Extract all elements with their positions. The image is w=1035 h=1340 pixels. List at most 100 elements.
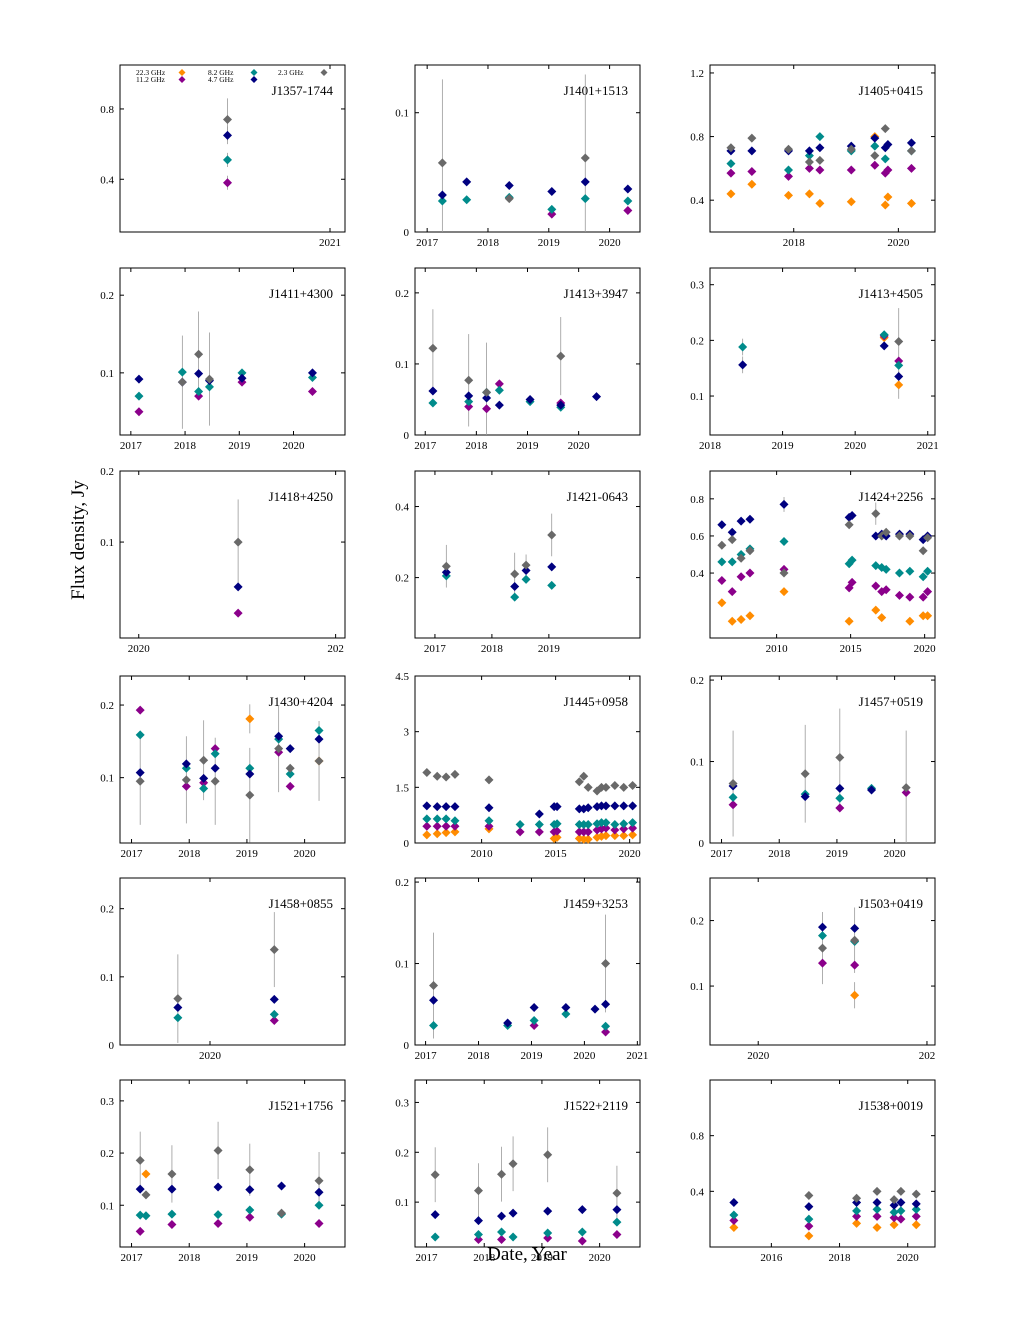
data-point [525, 394, 535, 404]
x-tick-label: 2020 [884, 848, 907, 860]
data-point [835, 803, 845, 813]
data-point [199, 755, 209, 765]
data-point [601, 782, 611, 792]
data-point [844, 616, 854, 626]
data-point [504, 194, 514, 204]
x-tick-label: 2017 [416, 237, 439, 249]
x-tick-label: 2018 [468, 1050, 491, 1062]
data-point [233, 608, 243, 618]
legend-label: 8.2 GHz [208, 68, 234, 77]
data-point [307, 373, 317, 383]
y-tick-label: 0 [404, 227, 410, 239]
legend-label: 11.2 GHz [136, 75, 166, 84]
data-point [818, 958, 827, 968]
y-tick-label: 4.5 [395, 671, 409, 683]
data-point [430, 1210, 440, 1220]
data-point [223, 178, 232, 188]
data-point [818, 931, 827, 941]
plot-frame [709, 877, 936, 1046]
panel-j1430-4204: 2017 2018 2019 2020 0.1 0.2 J1430+4204 [100, 675, 346, 860]
data-point [870, 160, 880, 170]
data-point [441, 802, 451, 812]
data-point [747, 146, 757, 156]
data-point [432, 771, 442, 781]
data-point [745, 514, 755, 524]
data-point [835, 752, 845, 762]
plot-frame [709, 470, 936, 639]
data-point [269, 1009, 279, 1019]
data-point [623, 206, 633, 216]
y-tick-label: 0.1 [100, 773, 114, 785]
data-point [177, 377, 187, 387]
x-tick-label: 2020 [747, 1050, 770, 1062]
y-tick-label: 0.1 [395, 359, 409, 371]
data-point [610, 825, 620, 835]
data-point [245, 1165, 255, 1175]
y-tick-label: 0.2 [690, 916, 704, 928]
data-point [850, 935, 860, 945]
data-point [432, 829, 442, 839]
panel-j1411-4300: 2017 2018 2019 2020 0.1 0.2 J1411+4300 [100, 267, 346, 452]
data-point [210, 776, 220, 786]
y-tick-label: 0.2 [100, 904, 114, 916]
data-point [574, 777, 584, 787]
data-point [245, 714, 255, 724]
data-point [515, 819, 525, 829]
data-point [482, 393, 492, 403]
panel-j1413-3947: 2017 2018 2019 2020 0 0.1 0.2 J1413+3947 [395, 267, 641, 452]
plot-frame [119, 877, 346, 1046]
data-point [889, 1207, 899, 1217]
data-point [610, 801, 620, 811]
data-point [881, 585, 891, 595]
data-point [879, 341, 889, 351]
data-point [870, 141, 880, 151]
panel-title: J1401+1513 [564, 83, 628, 98]
figure-ylabel: Flux density, Jy [68, 480, 89, 600]
panel-j1458-0855: 2020 0 0.1 0.2 J1458+0855 [100, 877, 346, 1062]
y-tick-label: 3 [404, 727, 410, 739]
data-point [422, 814, 432, 824]
data-point [628, 780, 638, 790]
data-point [852, 1211, 862, 1221]
data-point [223, 155, 232, 165]
data-point [717, 557, 727, 567]
data-point [210, 763, 220, 773]
data-point [612, 1205, 622, 1215]
data-point [835, 793, 845, 803]
y-tick-label: 0.6 [690, 531, 704, 543]
legend-marker [250, 69, 258, 76]
x-tick-label: 2018 [473, 1252, 496, 1264]
data-point [872, 1223, 882, 1233]
data-point [429, 981, 439, 991]
data-point [529, 1020, 539, 1030]
panel-j1418-4250: 2020 202 0.1 0.2 J1418+4250 [100, 466, 346, 655]
data-point [547, 204, 557, 214]
data-point [889, 1220, 899, 1230]
panel-j1459-3253: 2017 2018 2019 2020 2021 0 0.1 0.2 J1459+3253 [395, 877, 648, 1062]
data-point [883, 192, 893, 202]
y-tick-label: 0.8 [690, 1131, 704, 1143]
data-point [529, 1016, 539, 1026]
y-tick-label: 0 [404, 838, 410, 850]
data-point [285, 769, 295, 779]
data-point [173, 1013, 183, 1023]
data-point [534, 819, 544, 829]
y-tick-label: 0.4 [100, 174, 114, 186]
data-point [726, 189, 736, 199]
data-point [590, 1004, 600, 1014]
x-tick-label: 2017 [121, 848, 144, 860]
data-point [612, 1217, 622, 1227]
plot-frame [709, 267, 936, 436]
panel-j1522-2119: 2017 2018 2019 2020 0.1 0.2 0.3 J1522+2119 [395, 1079, 641, 1264]
x-tick-label: 2020 [294, 1252, 317, 1264]
data-point [747, 179, 757, 189]
data-point [529, 1003, 539, 1013]
data-point [245, 1185, 255, 1195]
data-point [905, 616, 915, 626]
data-point [911, 1199, 921, 1209]
legend-label: 2.3 GHz [278, 68, 304, 77]
x-tick-label: 2017 [711, 848, 734, 860]
data-point [464, 375, 474, 385]
data-point [167, 1209, 177, 1219]
